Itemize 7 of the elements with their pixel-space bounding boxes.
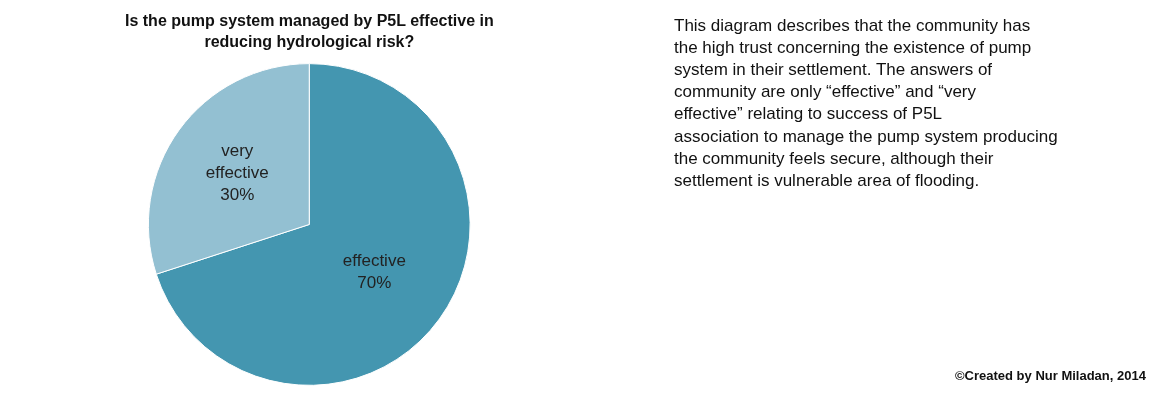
text: ©Created by Nur Miladan, 2014 [955,368,1147,383]
text: This diagram describes that the community has the high trust concerning the existence of pump system in their settlement. The answers of community are only “effective” and “very effective” relating to success of P5L association to manage the pump system producing the community feels secure, although their settlement is vulnerable area of flooding. [674,16,1058,190]
chart-title: Is the pump system managed by P5L effective in reducing hydrological risk? [125,12,494,50]
data-label: 30% [220,184,255,204]
slice-label: very effective [205,140,269,182]
slice-label: effective [342,251,406,271]
data-label: 70% [357,273,392,293]
